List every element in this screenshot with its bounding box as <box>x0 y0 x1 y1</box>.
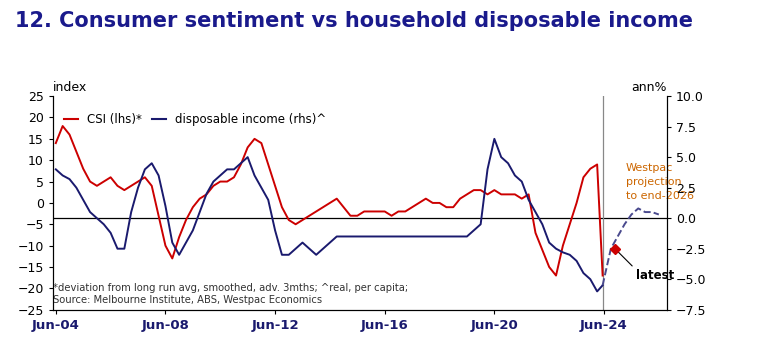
Text: latest: latest <box>635 269 674 282</box>
Text: index: index <box>53 81 87 94</box>
Text: Source: Melbourne Institute, ABS, Westpac Economics: Source: Melbourne Institute, ABS, Westpa… <box>53 295 322 305</box>
Text: ann%: ann% <box>631 81 667 94</box>
Text: *deviation from long run avg, smoothed, adv. 3mths; ^real, per capita;: *deviation from long run avg, smoothed, … <box>53 283 409 293</box>
Legend: CSI (lhs)*, disposable income (rhs)^: CSI (lhs)*, disposable income (rhs)^ <box>59 109 331 131</box>
Text: Westpac
projection
to end-2026: Westpac projection to end-2026 <box>626 163 694 201</box>
Text: 12. Consumer sentiment vs household disposable income: 12. Consumer sentiment vs household disp… <box>15 11 693 31</box>
